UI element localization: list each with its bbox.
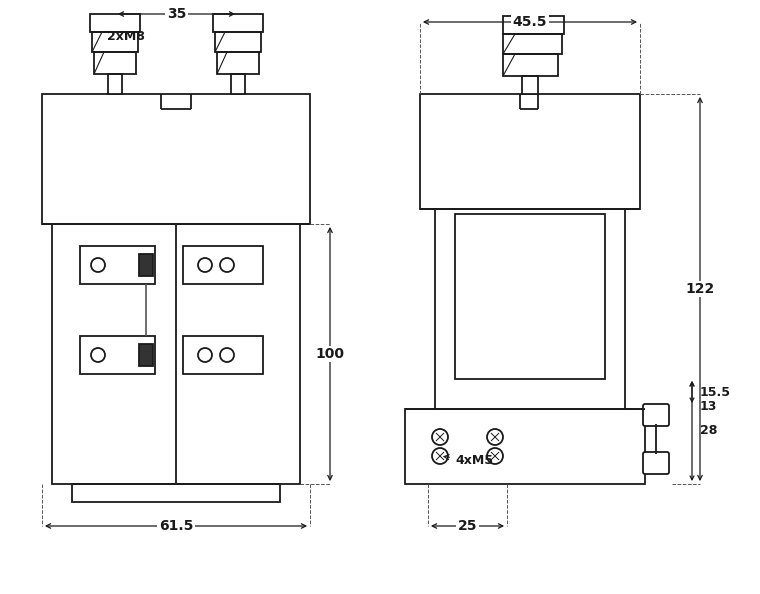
Text: 45.5: 45.5: [513, 15, 547, 29]
Bar: [455, 214, 605, 379]
Text: 25: 25: [458, 519, 477, 533]
Bar: [183, 246, 263, 284]
Text: 122: 122: [686, 282, 714, 296]
Text: 15.5: 15.5: [700, 386, 731, 399]
Bar: [522, 76, 538, 94]
Bar: [94, 52, 136, 74]
Bar: [42, 94, 310, 224]
Bar: [80, 336, 155, 374]
FancyBboxPatch shape: [643, 452, 669, 474]
Text: 2xM8: 2xM8: [107, 30, 145, 43]
Text: 28: 28: [700, 425, 717, 438]
Bar: [52, 224, 300, 484]
Bar: [215, 32, 261, 52]
Bar: [90, 14, 140, 32]
Bar: [217, 52, 259, 74]
Text: 4xM5: 4xM5: [444, 454, 493, 467]
Bar: [183, 336, 263, 374]
Text: 61.5: 61.5: [159, 519, 193, 533]
Bar: [72, 484, 280, 502]
Bar: [420, 94, 640, 209]
Text: 100: 100: [315, 347, 344, 361]
Bar: [92, 32, 138, 52]
Text: 35: 35: [166, 7, 186, 21]
Bar: [139, 344, 153, 366]
Bar: [139, 254, 153, 276]
Bar: [80, 246, 155, 284]
Bar: [435, 209, 625, 409]
Bar: [405, 409, 645, 484]
Bar: [503, 54, 558, 76]
Text: 13: 13: [700, 400, 717, 412]
Bar: [108, 74, 122, 94]
Bar: [231, 74, 245, 94]
Bar: [503, 34, 562, 54]
Bar: [213, 14, 263, 32]
FancyBboxPatch shape: [643, 404, 669, 426]
Bar: [503, 16, 564, 34]
